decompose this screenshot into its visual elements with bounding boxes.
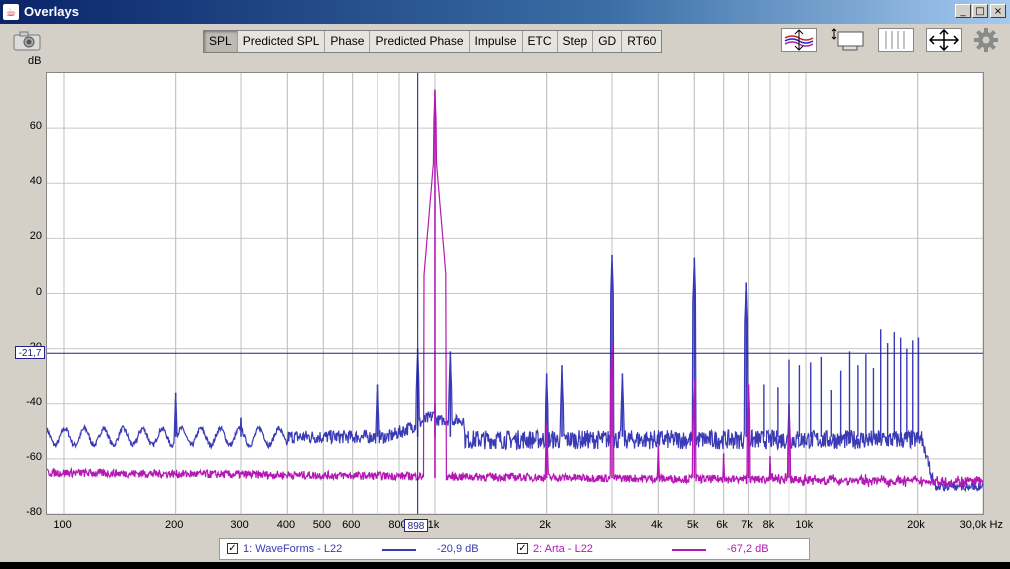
- tab-etc[interactable]: ETC: [523, 31, 558, 52]
- spl-chart[interactable]: [46, 73, 984, 515]
- legend-value-1: -20,9 dB: [437, 543, 479, 555]
- y-tick-label: -40: [26, 395, 42, 408]
- cursor-y-readout: -21,7: [15, 346, 45, 359]
- x-tick-label: 200: [165, 519, 184, 531]
- title-bar[interactable]: ☕ Overlays _ □ ×: [0, 0, 1010, 24]
- y-tick-label: 40: [29, 175, 42, 188]
- x-tick-label: 3k: [604, 519, 617, 531]
- legend-checkbox-1[interactable]: ✓: [227, 543, 238, 554]
- series-arta-line: [46, 91, 984, 490]
- x-tick-label: 800: [388, 519, 407, 531]
- tab-rt60[interactable]: RT60: [627, 34, 657, 48]
- x-tick-label: 30,0k Hz: [959, 519, 1003, 531]
- x-tick-label: 100: [53, 519, 72, 531]
- tab-spl[interactable]: SPL: [204, 31, 238, 52]
- legend: ✓ 1: WaveForms - L22 -20,9 dB ✓ 2: Arta …: [219, 538, 810, 560]
- java-icon: ☕: [3, 4, 19, 20]
- tab-predicted-spl[interactable]: Predicted SPL: [238, 31, 326, 52]
- tab-gd[interactable]: GD: [593, 31, 623, 52]
- y-tick-label: 60: [29, 120, 42, 133]
- tab-predicted-phase[interactable]: Predicted Phase: [370, 31, 470, 52]
- x-tick-label: 20k: [907, 519, 925, 531]
- x-tick-label: 600: [342, 519, 361, 531]
- y-axis-unit: dB: [28, 55, 42, 67]
- x-tick-label: 7k: [741, 519, 753, 531]
- x-tick-label: 500: [312, 519, 332, 531]
- series-waveforms-line: [46, 260, 984, 493]
- graph-type-tabs: SPL Predicted SPL Phase Predicted Phase Impu…: [203, 30, 663, 53]
- gear-icon[interactable]: [974, 28, 998, 52]
- y-tick-label: 0: [35, 285, 42, 298]
- tab-phase[interactable]: Phase: [325, 31, 371, 52]
- x-tick-label: 10k: [795, 519, 814, 531]
- x-tick-label: 6k: [716, 519, 728, 531]
- camera-icon[interactable]: [12, 30, 42, 52]
- x-tick-label: 8k: [762, 519, 775, 531]
- y-tick-label: -80: [26, 506, 42, 518]
- legend-label-1: 1: WaveForms - L22: [243, 543, 343, 555]
- trace-arrange-icon[interactable]: [781, 28, 817, 52]
- x-tick-label: 4k: [650, 519, 663, 531]
- legend-line-1: [382, 549, 416, 551]
- x-tick-label: 5k: [686, 519, 699, 531]
- expand-icon[interactable]: [926, 28, 962, 52]
- window-title: Overlays: [24, 4, 79, 19]
- maximize-button[interactable]: □: [972, 4, 988, 18]
- x-tick-label: 1k: [427, 519, 440, 531]
- plot-area[interactable]: [46, 72, 984, 515]
- tab-impulse[interactable]: Impulse: [470, 31, 523, 52]
- x-tick-label: 2k: [539, 519, 551, 531]
- y-tick-label: 20: [29, 230, 42, 243]
- minimize-button[interactable]: _: [955, 4, 971, 18]
- x-tick-label: 400: [276, 519, 296, 531]
- cursor-x-readout: 898: [404, 519, 428, 532]
- controls-icon[interactable]: [829, 28, 865, 52]
- legend-value-2: -67,2 dB: [727, 543, 769, 555]
- tab-step[interactable]: Step: [558, 31, 594, 52]
- bottom-edge: [0, 562, 1010, 569]
- limits-icon[interactable]: [878, 28, 914, 52]
- x-tick-label: 300: [230, 519, 249, 531]
- legend-line-2: [672, 549, 706, 551]
- close-button[interactable]: ×: [990, 4, 1006, 18]
- legend-checkbox-2[interactable]: ✓: [517, 543, 528, 554]
- legend-label-2: 2: Arta - L22: [533, 543, 593, 555]
- y-tick-label: -60: [26, 450, 42, 463]
